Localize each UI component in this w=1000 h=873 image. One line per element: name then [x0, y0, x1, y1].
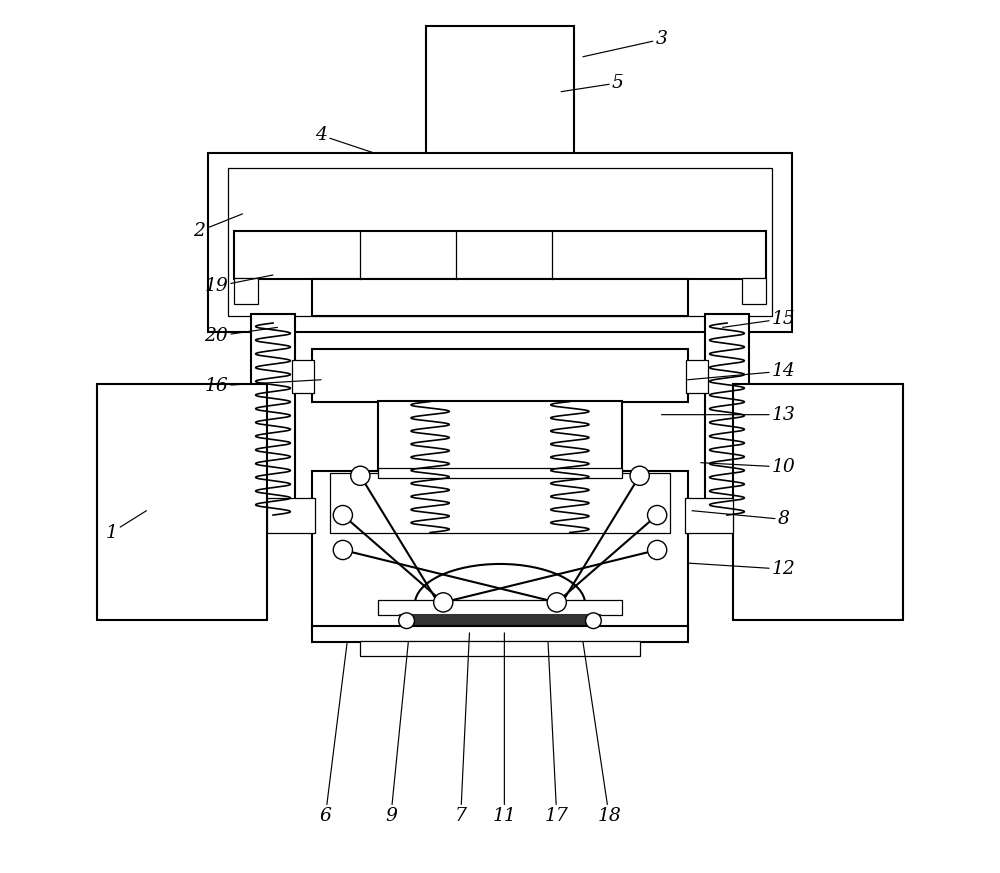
Circle shape — [399, 613, 414, 629]
Bar — [312, 349, 688, 402]
Circle shape — [351, 466, 370, 485]
Bar — [312, 471, 688, 629]
Bar — [97, 384, 267, 620]
Bar — [234, 231, 766, 279]
Bar — [228, 168, 772, 316]
Bar — [234, 278, 258, 304]
Text: 5: 5 — [561, 74, 624, 92]
Circle shape — [648, 540, 667, 560]
Text: 11: 11 — [492, 633, 516, 825]
Text: 13: 13 — [662, 406, 796, 423]
Circle shape — [333, 505, 352, 525]
Bar — [733, 384, 903, 620]
Bar — [685, 498, 733, 533]
Bar — [378, 600, 622, 615]
Text: 14: 14 — [688, 362, 796, 380]
Circle shape — [547, 593, 566, 612]
Circle shape — [434, 593, 453, 612]
Text: 9: 9 — [385, 642, 408, 825]
Bar — [312, 279, 688, 316]
Text: 4: 4 — [315, 127, 373, 153]
Text: 1: 1 — [106, 511, 146, 541]
Bar — [360, 641, 640, 656]
Circle shape — [648, 505, 667, 525]
Text: 16: 16 — [204, 377, 321, 395]
Bar — [312, 626, 688, 642]
Text: 17: 17 — [545, 642, 569, 825]
Bar — [330, 473, 670, 533]
Text: 19: 19 — [204, 275, 273, 295]
Bar — [742, 278, 766, 304]
Text: 15: 15 — [723, 310, 796, 327]
Bar — [705, 314, 749, 524]
Bar — [378, 468, 622, 478]
Text: 18: 18 — [583, 642, 621, 825]
Bar — [400, 615, 600, 626]
Text: 2: 2 — [193, 214, 242, 240]
Text: 10: 10 — [701, 458, 796, 476]
Text: 3: 3 — [583, 31, 667, 57]
Circle shape — [586, 613, 601, 629]
Bar — [426, 26, 574, 157]
Text: 7: 7 — [455, 633, 469, 825]
Circle shape — [630, 466, 649, 485]
Circle shape — [333, 540, 352, 560]
Bar — [251, 314, 295, 524]
Text: 20: 20 — [204, 327, 277, 345]
Bar — [267, 498, 315, 533]
Bar — [208, 153, 792, 332]
Text: 8: 8 — [692, 511, 790, 528]
Text: 12: 12 — [688, 560, 796, 578]
Text: 6: 6 — [319, 642, 347, 825]
Bar — [378, 401, 622, 476]
Bar — [686, 360, 708, 393]
Bar — [292, 360, 314, 393]
